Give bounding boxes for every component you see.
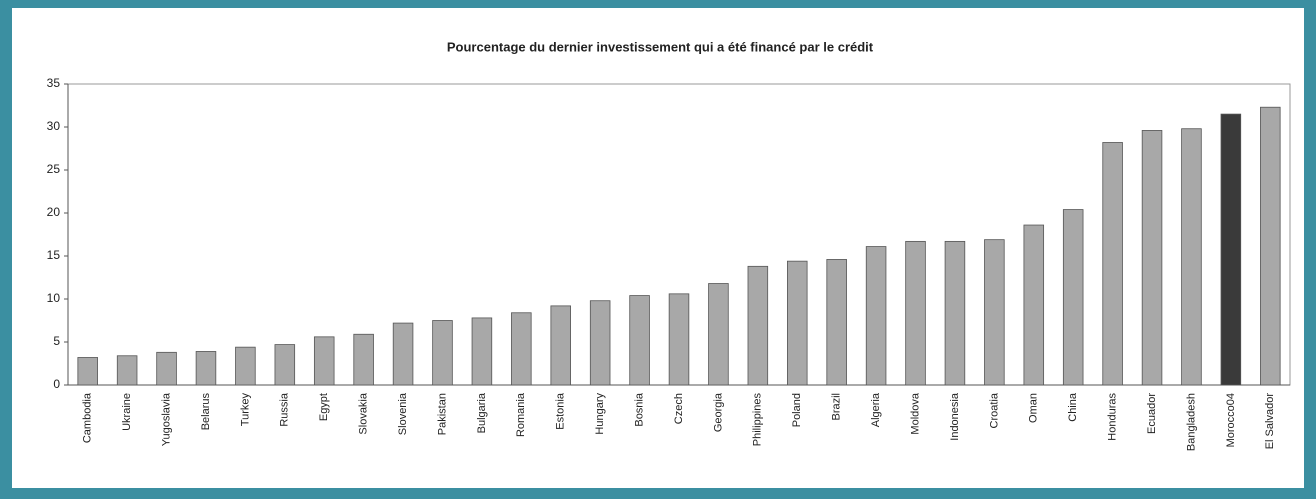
bar bbox=[432, 320, 453, 386]
bar bbox=[747, 265, 769, 386]
x-tick-label: Bulgaria bbox=[476, 392, 488, 433]
bar bbox=[589, 300, 611, 386]
bar bbox=[787, 260, 808, 386]
y-tick-label: 10 bbox=[47, 291, 61, 305]
chart-title: Pourcentage du dernier investissement qu… bbox=[447, 39, 874, 54]
y-tick-label: 30 bbox=[47, 119, 61, 133]
bar bbox=[1260, 106, 1281, 386]
bar bbox=[984, 239, 1005, 386]
bar bbox=[1220, 113, 1242, 386]
x-tick-label: Georgia bbox=[712, 392, 724, 432]
bar bbox=[235, 346, 256, 386]
x-tick-label: Cambodia bbox=[82, 392, 94, 443]
x-tick-label: Croatia bbox=[988, 392, 1000, 428]
x-tick-label: Russia bbox=[279, 392, 291, 427]
bar bbox=[274, 344, 296, 386]
x-tick-label: Pakistan bbox=[436, 393, 448, 435]
bar bbox=[1181, 128, 1202, 386]
x-tick-label: Ecuador bbox=[1146, 393, 1158, 434]
bar bbox=[1023, 224, 1045, 386]
x-tick-label: Poland bbox=[791, 393, 803, 427]
bar bbox=[353, 333, 374, 386]
x-tick-label: Moldova bbox=[909, 392, 921, 434]
x-tick-label: Turkey bbox=[239, 393, 251, 427]
x-tick-label: El Salvador bbox=[1264, 393, 1276, 450]
bar bbox=[1102, 142, 1123, 386]
bar bbox=[865, 246, 887, 386]
bar bbox=[905, 240, 926, 386]
y-tick-label: 25 bbox=[47, 162, 61, 176]
bar bbox=[1062, 209, 1084, 386]
bar bbox=[708, 283, 729, 386]
x-tick-label: Ukraine bbox=[121, 393, 133, 431]
x-tick-label: Yugoslavia bbox=[160, 392, 172, 446]
x-tick-label: Slovenia bbox=[397, 392, 409, 435]
x-tick-label: Slovakia bbox=[358, 392, 370, 434]
bar bbox=[826, 259, 847, 386]
x-tick-label: Honduras bbox=[1107, 393, 1119, 441]
bar bbox=[392, 322, 414, 386]
x-tick-label: Indonesia bbox=[949, 392, 961, 441]
bar bbox=[77, 357, 98, 386]
bar bbox=[116, 355, 138, 386]
bar bbox=[629, 295, 650, 386]
x-tick-label: Estonia bbox=[555, 392, 567, 430]
bar bbox=[313, 336, 335, 386]
x-tick-label: Morocco04 bbox=[1225, 393, 1237, 447]
x-tick-label: Brazil bbox=[831, 393, 843, 421]
bar bbox=[511, 312, 532, 386]
bar bbox=[156, 351, 177, 386]
x-tick-label: Bosnia bbox=[633, 392, 645, 427]
bar bbox=[471, 317, 493, 386]
y-tick-label: 15 bbox=[47, 248, 61, 262]
y-tick-label: 35 bbox=[47, 76, 61, 90]
x-tick-label: Egypt bbox=[318, 393, 330, 421]
x-tick-label: Algeria bbox=[870, 392, 882, 427]
x-tick-label: Hungary bbox=[594, 393, 606, 435]
bar bbox=[550, 305, 571, 386]
x-tick-label: Oman bbox=[1028, 393, 1040, 423]
bar bbox=[195, 351, 217, 386]
bar bbox=[1141, 130, 1163, 386]
bar bbox=[668, 293, 690, 386]
y-tick-label: 20 bbox=[47, 205, 61, 219]
panel bbox=[12, 8, 1304, 488]
bar bbox=[944, 240, 966, 386]
x-tick-label: Bangladesh bbox=[1185, 393, 1197, 451]
x-tick-label: Philippines bbox=[752, 393, 764, 447]
y-tick-label: 0 bbox=[53, 377, 60, 391]
x-tick-label: China bbox=[1067, 392, 1079, 422]
x-tick-label: Czech bbox=[673, 393, 685, 424]
y-tick-label: 5 bbox=[53, 334, 60, 348]
x-tick-label: Romania bbox=[515, 392, 527, 437]
x-tick-label: Belarus bbox=[200, 393, 212, 431]
